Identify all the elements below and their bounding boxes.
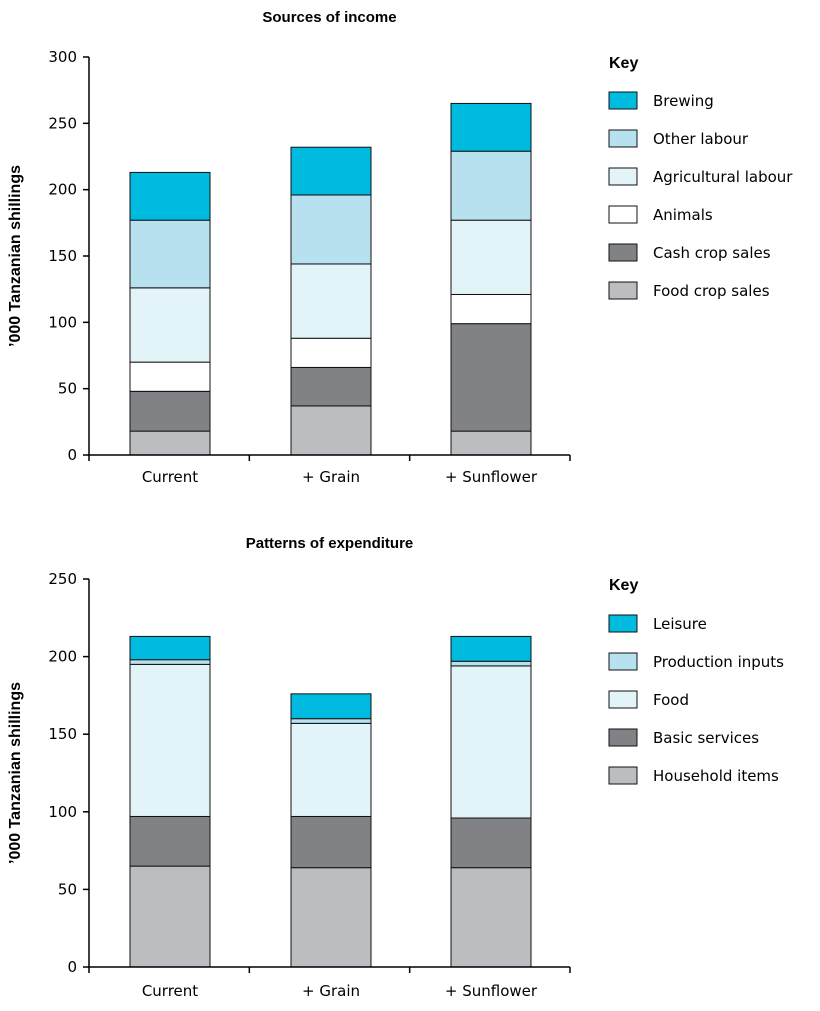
bar-segment: [450, 293, 532, 325]
legend-swatch: [608, 129, 638, 148]
y-axis-label: ’000 Tanzanian shillings: [7, 682, 24, 864]
bar-segment: [290, 263, 372, 339]
legend-label: Basic services: [653, 729, 759, 747]
y-tick-label: 250: [48, 570, 77, 588]
x-tick-label: Current: [142, 982, 198, 1000]
y-tick-label: 250: [48, 114, 77, 132]
bar-segment: [129, 219, 211, 289]
y-tick-label: 100: [48, 313, 77, 331]
legend-label: Brewing: [653, 92, 714, 110]
bar-segment: [290, 405, 372, 456]
y-tick-label: 200: [48, 181, 77, 199]
x-tick-label: + Sunflower: [445, 468, 538, 486]
legend-swatch: [608, 728, 638, 747]
y-axis-label: ’000 Tanzanian shillings: [7, 165, 24, 347]
bar-segment: [290, 693, 372, 720]
legend-label: Other labour: [653, 130, 749, 148]
bar-segment: [129, 635, 211, 661]
bar-segment: [450, 867, 532, 968]
y-tick-label: 100: [48, 803, 77, 821]
bar-segment: [129, 663, 211, 817]
legend-swatch: [608, 614, 638, 633]
y-tick-label: 0: [67, 446, 77, 464]
income-chart: Sources of income ’000 Tanzanian shilling…: [0, 0, 820, 505]
legend-title: Key: [609, 577, 638, 594]
bar-segment: [450, 665, 532, 819]
bar-segment: [129, 171, 211, 221]
bar-segment: [290, 867, 372, 968]
y-tick-label: 50: [58, 380, 77, 398]
bar-segment: [450, 430, 532, 456]
bar-segment: [129, 287, 211, 363]
y-tick-label: 200: [48, 648, 77, 666]
legend-label: Production inputs: [653, 653, 784, 671]
chart-title: Patterns of expenditure: [246, 535, 414, 552]
bar-segment: [129, 430, 211, 456]
income-chart-svg: Sources of income ’000 Tanzanian shilling…: [7, 9, 793, 486]
x-tick-label: + Grain: [302, 468, 360, 486]
y-tick-label: 150: [48, 725, 77, 743]
bar-segment: [290, 815, 372, 869]
x-tick-label: + Grain: [302, 982, 360, 1000]
legend-swatch: [608, 243, 638, 262]
bar-segment: [129, 390, 211, 432]
x-tick-label: Current: [142, 468, 198, 486]
bar-segment: [450, 219, 532, 295]
bar-segment: [129, 361, 211, 392]
legend-label: Food: [653, 691, 689, 709]
legend-label: Animals: [653, 206, 713, 224]
bar-segment: [450, 817, 532, 869]
legend-swatch: [608, 690, 638, 709]
bar-segment: [290, 146, 372, 196]
bar-segment: [450, 150, 532, 221]
bar-segment: [129, 865, 211, 968]
bar-segment: [290, 194, 372, 265]
bar-segment: [129, 815, 211, 867]
legend-swatch: [608, 652, 638, 671]
legend-swatch: [608, 281, 638, 300]
legend-swatch: [608, 91, 638, 110]
bar-segment: [450, 660, 532, 667]
bar-segment: [450, 102, 532, 152]
bar-segment: [290, 718, 372, 724]
legend-swatch: [608, 167, 638, 186]
legend-label: Food crop sales: [653, 282, 770, 300]
legend-label: Cash crop sales: [653, 244, 771, 262]
legend-swatch: [608, 766, 638, 785]
y-tick-label: 300: [48, 48, 77, 66]
chart-title: Sources of income: [262, 9, 396, 26]
y-tick-label: 150: [48, 247, 77, 265]
legend-label: Agricultural labour: [653, 168, 793, 186]
bar-segment: [290, 337, 372, 368]
bar-segment: [290, 366, 372, 407]
legend-swatch: [608, 205, 638, 224]
expenditure-chart-svg: Patterns of expenditure ’000 Tanzanian sh…: [7, 535, 784, 1000]
legend-label: Household items: [653, 767, 779, 785]
bar-segment: [290, 722, 372, 817]
y-tick-label: 50: [58, 880, 77, 898]
legend-label: Leisure: [653, 615, 707, 633]
legend-title: Key: [609, 55, 638, 72]
bar-segment: [129, 659, 211, 665]
y-tick-label: 0: [67, 958, 77, 976]
bar-segment: [450, 323, 532, 432]
expenditure-chart: Patterns of expenditure ’000 Tanzanian sh…: [0, 522, 820, 1011]
x-tick-label: + Sunflower: [445, 982, 538, 1000]
bar-segment: [450, 635, 532, 662]
